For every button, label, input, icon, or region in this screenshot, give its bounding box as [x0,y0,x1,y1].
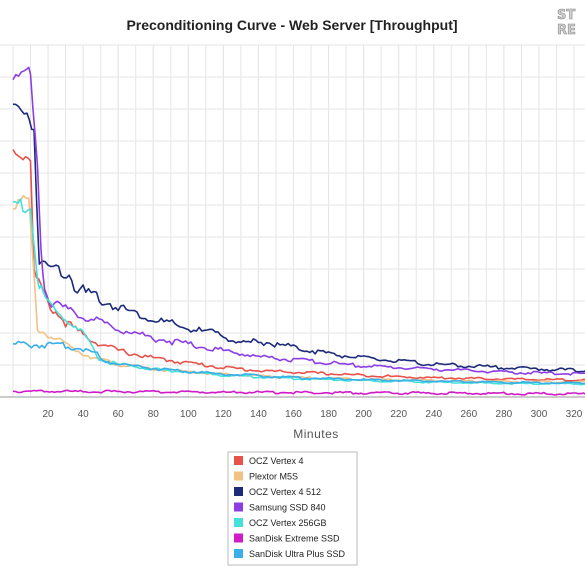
site-logo: ST RE [557,8,576,39]
legend-swatch [234,533,243,543]
series-line-1 [12,149,585,382]
x-tick-label: 320 [566,409,583,420]
series-line-6 [12,389,585,396]
legend-swatch [234,518,243,527]
legend-swatch [234,549,243,558]
x-tick-label: 280 [496,409,513,420]
series-line-3 [12,103,585,373]
x-tick-label: 100 [180,409,197,420]
legend-swatch [234,471,243,481]
x-tick-label: 260 [460,409,477,420]
x-tick-label: 240 [425,409,442,420]
series-group [12,66,585,396]
x-tick-label: 80 [148,409,160,420]
legend-swatch [234,456,243,465]
legend-label: SanDisk Ultra Plus SSD [249,549,346,559]
legend: OCZ Vertex 4 Plextor M5S OCZ Vertex 4 512 S… [227,451,358,566]
x-tick-label: 140 [250,409,267,420]
legend-label: OCZ Vertex 4 512 [249,487,321,497]
x-tick-labels: 20 40 60 80 100 120 140 160 180 200 220 240 260 280 30… [43,409,583,420]
x-tick-label: 60 [113,409,125,420]
legend-label: SanDisk Extreme SSD [249,534,340,544]
x-tick-label: 200 [355,409,372,420]
svg-text:ST: ST [557,8,575,23]
plot-area [0,44,585,398]
x-tick-label: 300 [531,409,548,420]
x-tick-label: 220 [390,409,407,420]
legend-swatch [234,487,243,496]
legend-label: Plextor M5S [249,472,298,482]
chart-title: Preconditioning Curve - Web Server [Thro… [126,17,457,33]
legend-label: OCZ Vertex 256GB [249,518,327,528]
x-tick-label: 120 [215,409,232,420]
x-tick-label: 160 [285,409,302,420]
legend-label: OCZ Vertex 4 [249,456,304,466]
legend-swatch [234,502,243,512]
x-tick-label: 40 [78,409,90,420]
svg-text:RE: RE [557,23,576,38]
x-axis-label: Minutes [293,427,339,441]
series-line-4 [12,66,585,376]
x-tick-label: 180 [320,409,337,420]
x-tick-label: 20 [43,409,55,420]
series-line-7 [12,340,585,385]
legend-label: Samsung SSD 840 [249,503,326,513]
